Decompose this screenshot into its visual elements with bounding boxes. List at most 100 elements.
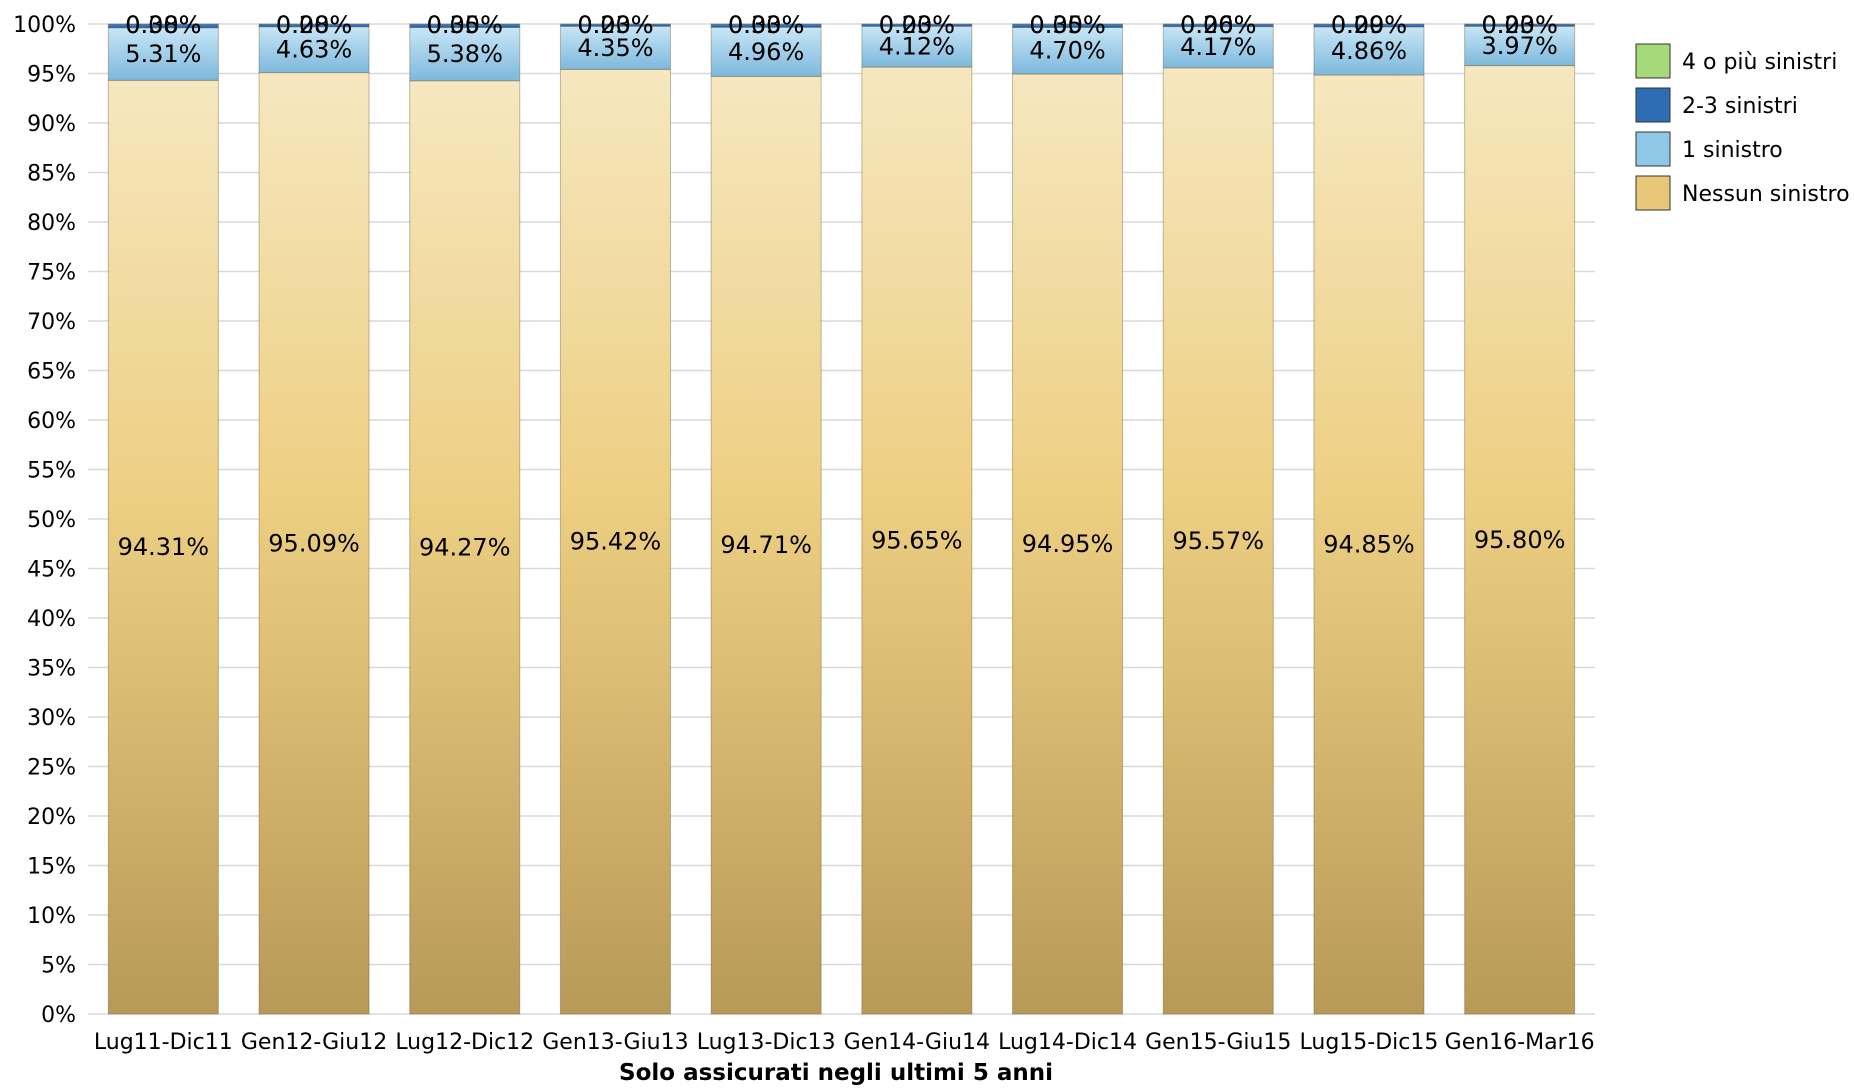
data-label-nessun-sinistro: 94.31% [118,533,210,561]
y-tick-label: 10% [27,904,76,929]
legend: 4 o più sinistri 2-3 sinistri 1 sinistro Ne… [1635,43,1850,211]
data-label-2-3-sinistri: 0.23% [1482,11,1558,39]
legend-label-nessun-sinistro: Nessun sinistro [1682,182,1850,207]
data-label-2-3-sinistri: 0.35% [427,11,503,39]
bar-1-sinistro [1313,26,1425,76]
y-axis: 0% 5% 10% 15% 20% 25% 30% 35% 40% 45% 50% 55% 60% 65%… [13,13,76,1028]
data-label-2-3-sinistri: 0.26% [1180,11,1256,39]
bar-2-3-sinistri [107,23,219,29]
bar-1-sinistro [1464,25,1576,67]
bar-2-3-sinistri [710,23,822,28]
data-label-nessun-sinistro: 95.80% [1474,526,1566,554]
data-label-4-o-pi-sinistri: 0.00% [728,11,804,39]
data-label-4-o-pi-sinistri: 0.00% [1029,11,1105,39]
bar-1-sinistro [1162,26,1274,69]
y-tick-label: 20% [27,805,76,830]
bar-nessun-sinistro [107,79,219,1015]
bar-nessun-sinistro [1464,65,1576,1015]
x-tick-label: Lug13-Dic13 [697,1030,836,1055]
legend-label-2-3-sinistri: 2-3 sinistri [1682,94,1798,119]
y-tick-label: 55% [27,459,76,484]
data-label-4-o-pi-sinistri: 0.00% [427,11,503,39]
legend-swatch-nessun-sinistro [1635,175,1671,211]
data-label-nessun-sinistro: 94.71% [720,531,812,559]
bar-nessun-sinistro [559,68,671,1015]
data-label-1-sinistro: 4.63% [276,36,352,64]
data-label-2-3-sinistri: 0.29% [1331,11,1407,39]
y-tick-label: 25% [27,756,76,781]
bar-2-3-sinistri [1313,23,1425,28]
y-tick-label: 5% [41,954,76,979]
bar-nessun-sinistro [1162,67,1274,1015]
bar-1-sinistro [1012,26,1124,75]
data-label-1-sinistro: 5.31% [125,40,201,68]
data-label-2-3-sinistri: 0.33% [728,11,804,39]
legend-label-4-o-pi-sinistri: 4 o più sinistri [1682,50,1837,75]
data-label-4-o-pi-sinistri: 0.00% [879,11,955,39]
y-tick-label: 85% [27,162,76,187]
bar-nessun-sinistro [861,66,973,1015]
bar-1-sinistro [258,26,370,74]
data-label-nessun-sinistro: 95.65% [871,527,963,555]
data-label-nessun-sinistro: 94.85% [1323,530,1415,558]
data-label-1-sinistro: 5.38% [427,40,503,68]
data-label-nessun-sinistro: 95.09% [268,529,360,557]
data-label-4-o-pi-sinistri: 0.00% [1331,11,1407,39]
bar-2-3-sinistri [409,23,521,28]
y-tick-label: 35% [27,657,76,682]
data-label-2-3-sinistri: 0.28% [276,11,352,39]
x-tick-label: Gen15-Giu15 [1145,1030,1291,1055]
y-tick-label: 40% [27,607,76,632]
data-label-nessun-sinistro: 94.95% [1022,530,1114,558]
data-label-1-sinistro: 4.96% [728,38,804,66]
bar-nessun-sinistro [1012,73,1124,1015]
data-label-4-o-pi-sinistri: 0.00% [125,11,201,39]
data-label-1-sinistro: 4.70% [1029,37,1105,65]
x-tick-label: Gen12-Giu12 [241,1030,387,1055]
x-tick-label: Lug14-Dic14 [998,1030,1137,1055]
y-tick-label: 60% [27,409,76,434]
x-tick-label: Gen13-Giu13 [542,1030,688,1055]
x-tick-label: Gen16-Mar16 [1445,1030,1595,1055]
x-tick-label: Lug15-Dic15 [1300,1030,1439,1055]
y-tick-label: 0% [41,1003,76,1028]
data-label-1-sinistro: 4.86% [1331,37,1407,65]
bar-2-3-sinistri [1162,23,1274,28]
bar-nessun-sinistro [1313,74,1425,1015]
data-label-2-3-sinistri: 0.38% [125,11,201,39]
data-label-4-o-pi-sinistri: 0.00% [1180,11,1256,39]
y-tick-label: 45% [27,558,76,583]
bar-1-sinistro [107,27,219,81]
bar-2-3-sinistri [258,23,370,28]
legend-swatch-1-sinistro [1635,131,1671,167]
data-label-2-3-sinistri: 0.35% [1029,11,1105,39]
bar-nessun-sinistro [710,75,822,1015]
data-labels: 94.31%5.31%0.38%0.00%95.09%4.63%0.28%0.0… [118,11,1566,561]
legend-swatch-4-o-pi-sinistri [1635,43,1671,79]
x-axis: Lug11-Dic11 Gen12-Giu12 Lug12-Dic12 Gen13-G… [94,1030,1595,1055]
y-tick-label: 95% [27,63,76,88]
x-tick-label: Gen14-Giu14 [844,1030,990,1055]
data-label-nessun-sinistro: 95.57% [1172,527,1264,555]
data-label-4-o-pi-sinistri: 0.00% [1482,11,1558,39]
bar-nessun-sinistro [258,72,370,1015]
bar-nessun-sinistro [409,80,521,1015]
data-label-1-sinistro: 4.35% [577,34,653,62]
bar-1-sinistro [710,26,822,77]
legend-label-1-sinistro: 1 sinistro [1682,138,1783,163]
x-axis-title: Solo assicurati negli ultimi 5 anni [619,1060,1053,1086]
y-tick-label: 50% [27,508,76,533]
bar-1-sinistro [409,26,521,82]
data-label-1-sinistro: 3.97% [1482,32,1558,60]
bar-2-3-sinistri [559,23,671,27]
data-label-nessun-sinistro: 95.42% [570,528,662,556]
y-tick-label: 100% [13,13,76,38]
bar-1-sinistro [861,25,973,68]
data-label-2-3-sinistri: 0.23% [879,11,955,39]
y-tick-label: 30% [27,706,76,731]
bars [107,23,1576,1015]
y-tick-label: 15% [27,855,76,880]
data-label-4-o-pi-sinistri: 0.00% [577,11,653,39]
bar-2-3-sinistri [1012,23,1124,28]
